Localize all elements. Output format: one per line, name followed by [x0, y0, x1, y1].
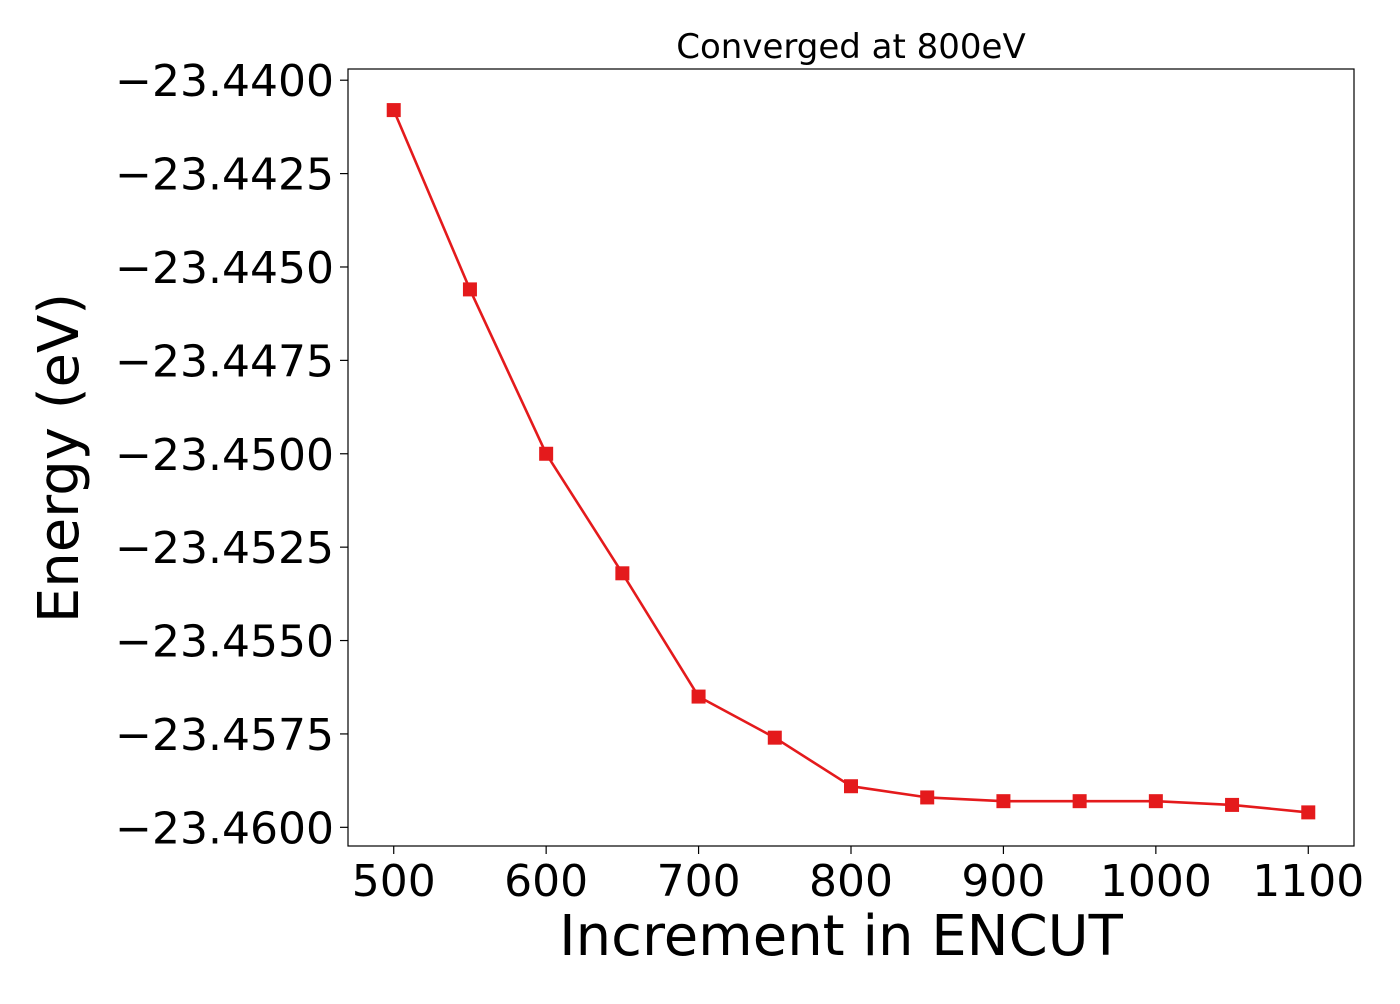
series-layer [386, 103, 1316, 820]
x-tick-label: 600 [504, 856, 588, 907]
y-axis-title: Energy (eV) [27, 293, 92, 623]
data-point-marker [386, 103, 401, 118]
y-tick-label: −23.4425 [115, 150, 334, 201]
y-axis-ticks: −23.4400 −23.4425 −23.4450 −23.4475 −23.4500… [115, 56, 348, 854]
y-tick-label: −23.4450 [115, 243, 334, 294]
y-tick-label: −23.4575 [115, 710, 334, 761]
data-point-marker [767, 730, 782, 745]
y-tick-label: −23.4500 [115, 430, 334, 481]
y-tick-label: −23.4400 [115, 56, 334, 107]
series-line [392, 109, 1309, 814]
x-tick-label: 1100 [1252, 856, 1364, 907]
chart-title: Converged at 800eV [676, 27, 1025, 67]
y-tick-label: −23.4475 [115, 336, 334, 387]
x-tick-label: 800 [809, 856, 893, 907]
y-tick-label: −23.4600 [115, 803, 334, 854]
x-axis-ticks: 500 600 700 800 900 1000 1100 [352, 846, 1364, 907]
data-point-marker [1148, 794, 1163, 809]
data-point-marker [539, 446, 554, 461]
data-point-marker [691, 689, 706, 704]
data-point-marker [1225, 797, 1240, 812]
data-point-marker [615, 566, 630, 581]
y-tick-label: −23.4525 [115, 523, 334, 574]
x-tick-label: 700 [657, 856, 741, 907]
data-point-marker [844, 779, 858, 794]
data-point-marker [1072, 794, 1087, 809]
plot-area-frame [347, 68, 1355, 847]
data-point-marker [462, 282, 477, 297]
x-tick-label: 500 [352, 856, 436, 907]
data-point-marker [996, 794, 1011, 809]
data-point-marker [1301, 805, 1316, 820]
x-tick-label: 1000 [1100, 856, 1212, 907]
x-tick-label: 900 [961, 856, 1045, 907]
data-point-marker [920, 790, 935, 805]
y-tick-label: −23.4550 [115, 617, 334, 668]
x-axis-title: Increment in ENCUT [559, 904, 1124, 969]
